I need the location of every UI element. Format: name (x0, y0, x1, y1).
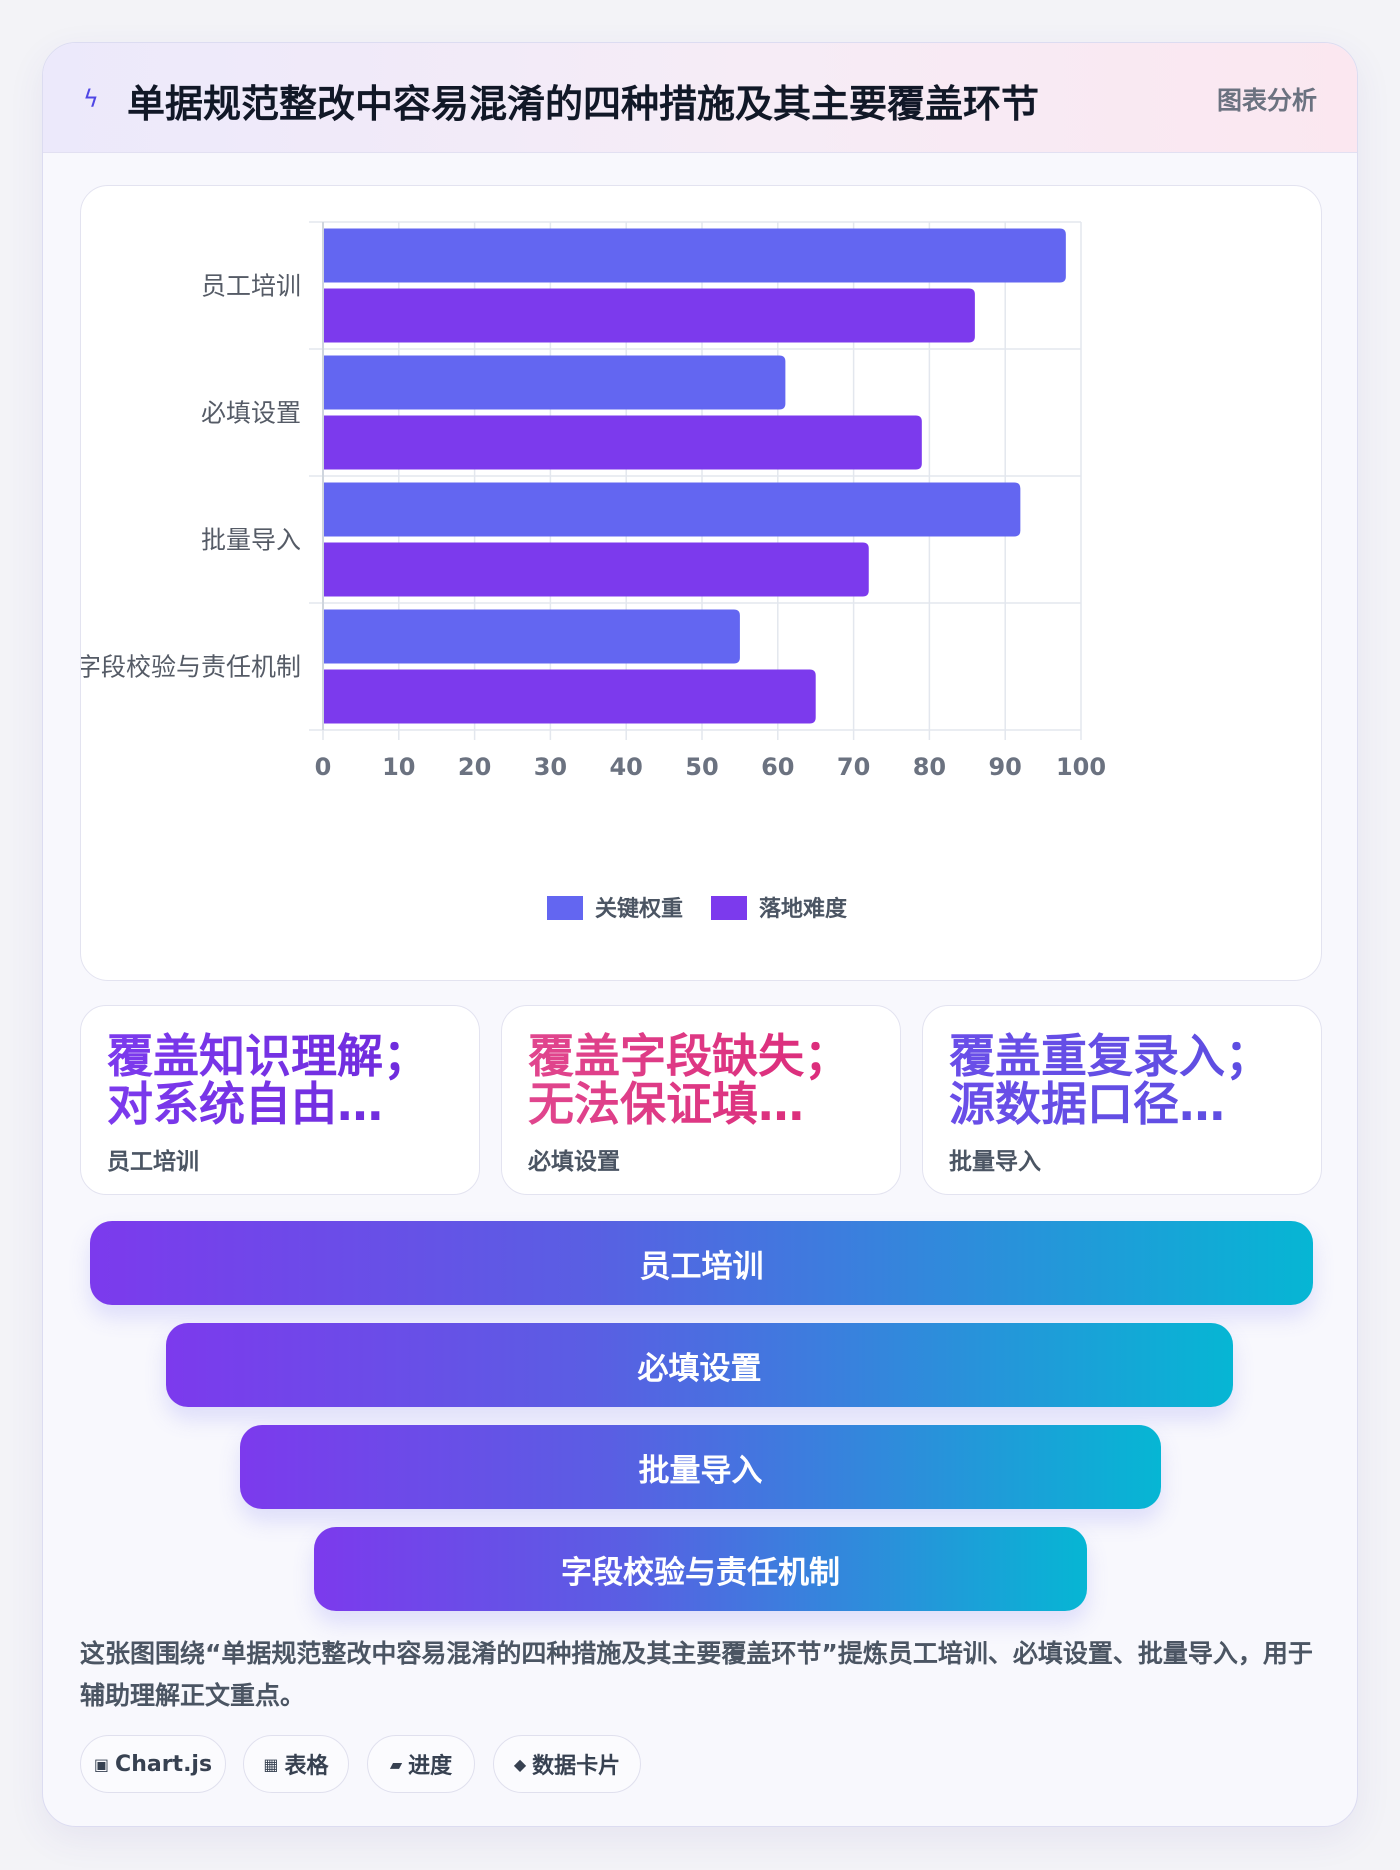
x-tick-label: 100 (1056, 753, 1106, 781)
y-tick-label: 字段校验与责任机制 (81, 653, 301, 682)
chip-chartjs[interactable]: ▣ Chart.js (80, 1735, 226, 1793)
x-tick-label: 90 (988, 753, 1021, 781)
x-tick-label: 30 (534, 753, 567, 781)
x-tick-label: 10 (382, 753, 415, 781)
x-tick-label: 50 (685, 753, 718, 781)
bar (324, 288, 975, 343)
funnel-step: 批量导入 (240, 1425, 1161, 1509)
y-tick-label: 批量导入 (201, 526, 301, 555)
summary-card: 覆盖字段缺失； 无法保证填… 必填设置 (501, 1005, 901, 1195)
card-label: 员工培训 (107, 1149, 199, 1175)
legend-swatch (711, 896, 747, 920)
table-icon: ▦ (263, 1754, 279, 1774)
bar (324, 609, 740, 664)
chip-label: 数据卡片 (532, 1754, 621, 1779)
legend-label: 关键权重 (595, 896, 683, 922)
funnel-step: 字段校验与责任机制 (314, 1527, 1087, 1611)
header: ϟ 单据规范整改中容易混淆的四种措施及其主要覆盖环节 图表分析 (43, 43, 1357, 153)
lightning-icon: ϟ (83, 85, 99, 113)
x-tick-label: 80 (913, 753, 946, 781)
chip-table[interactable]: ▦ 表格 (243, 1735, 349, 1793)
summary-card: 覆盖知识理解； 对系统自由… 员工培训 (80, 1005, 480, 1195)
x-tick-label: 0 (315, 753, 332, 781)
summary-card: 覆盖重复录入； 源数据口径… 批量导入 (922, 1005, 1322, 1195)
summary-cards: 覆盖知识理解； 对系统自由… 员工培训 覆盖字段缺失； 无法保证填… 必填设置 … (80, 1005, 1322, 1195)
x-tick-label: 70 (837, 753, 870, 781)
funnel-step: 员工培训 (90, 1221, 1313, 1305)
bar (324, 542, 869, 597)
chip-progress[interactable]: ▰ 进度 (367, 1735, 475, 1793)
legend-swatch (547, 896, 583, 920)
bar (324, 355, 786, 410)
bar (324, 228, 1066, 283)
data-card-icon: ◆ (513, 1754, 527, 1774)
x-tick-label: 20 (458, 753, 491, 781)
chart-icon: ▣ (93, 1754, 110, 1774)
card-label: 必填设置 (528, 1149, 620, 1175)
page-title: 单据规范整改中容易混淆的四种措施及其主要覆盖环节 (127, 82, 1040, 126)
funnel: 员工培训 必填设置 批量导入 字段校验与责任机制 (43, 1221, 1357, 1641)
chart-panel: 员工培训必填设置批量导入字段校验与责任机制 0 10 20 30 40 50 60 70 80 90… (80, 185, 1322, 981)
chip-label: 表格 (284, 1754, 329, 1779)
card-value: 覆盖重复录入； 源数据口径… (949, 1032, 1309, 1128)
card-value: 覆盖知识理解； 对系统自由… (107, 1032, 467, 1128)
chip-label: Chart.js (115, 1751, 213, 1777)
x-tick-label: 60 (761, 753, 794, 781)
card-label: 批量导入 (949, 1149, 1041, 1175)
y-tick-label: 必填设置 (201, 399, 301, 428)
x-tick-label: 40 (609, 753, 642, 781)
legend-label: 落地难度 (759, 896, 848, 922)
card-value: 覆盖字段缺失； 无法保证填… (528, 1032, 888, 1128)
chart-analysis-tag: 图表分析 (1216, 86, 1317, 115)
y-tick-label: 员工培训 (201, 272, 301, 301)
funnel-step: 必填设置 (166, 1323, 1233, 1407)
main-card: ϟ 单据规范整改中容易混淆的四种措施及其主要覆盖环节 图表分析 员工培训 必填设置… (42, 42, 1358, 1827)
bar (324, 415, 922, 470)
bar (324, 482, 1021, 537)
bar (324, 669, 816, 724)
chip-label: 进度 (408, 1754, 453, 1779)
progress-icon: ▰ (389, 1754, 403, 1774)
chip-data-card[interactable]: ◆ 数据卡片 (493, 1735, 641, 1793)
description: 这张图围绕“单据规范整改中容易混淆的四种措施及其主要覆盖环节”提炼员工培训、必填… (80, 1639, 1313, 1710)
